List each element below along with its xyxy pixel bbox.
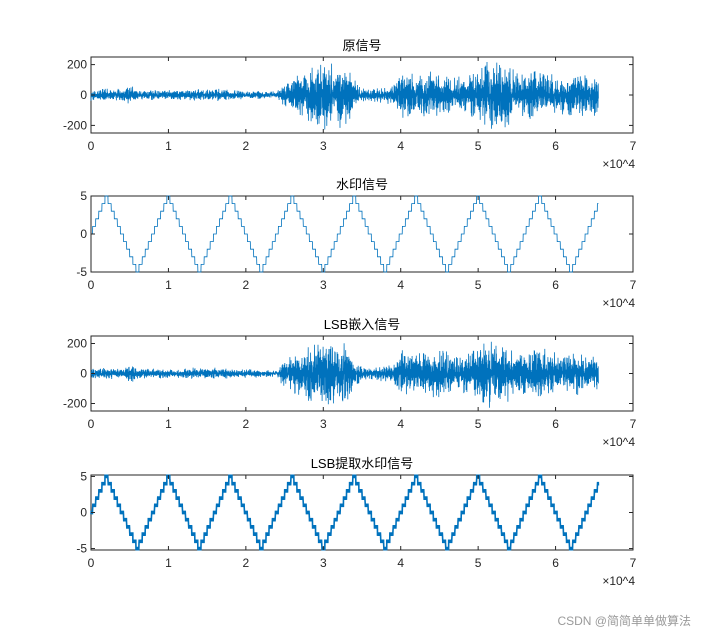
subplot-title: LSB提取水印信号 — [311, 456, 414, 471]
x-tick-label: 6 — [552, 278, 559, 292]
x-tick-label: 4 — [397, 278, 404, 292]
y-tick-label: 0 — [80, 227, 87, 241]
x-tick-label: 7 — [630, 139, 637, 153]
x-tick-label: 7 — [630, 417, 637, 431]
y-tick-label: 200 — [67, 58, 87, 72]
x-tick-label: 3 — [320, 417, 327, 431]
x-multiplier-label: ×10^4 — [602, 435, 635, 449]
y-tick-label: 5 — [80, 469, 87, 483]
x-tick-label: 4 — [397, 417, 404, 431]
axes-box — [90, 474, 634, 551]
y-tick-label: -200 — [63, 397, 87, 411]
y-tick-label: 0 — [80, 88, 87, 102]
x-tick-label: 2 — [243, 556, 250, 570]
x-tick-label: 6 — [552, 139, 559, 153]
x-tick-label: 4 — [397, 139, 404, 153]
series-line — [90, 341, 599, 408]
x-multiplier-label: ×10^4 — [602, 157, 635, 171]
y-tick-label: -5 — [76, 542, 87, 556]
y-tick-label: 200 — [67, 337, 87, 351]
x-tick-label: 7 — [630, 278, 637, 292]
x-tick-label: 5 — [475, 278, 482, 292]
x-tick-label: 7 — [630, 556, 637, 570]
x-tick-label: 0 — [88, 556, 95, 570]
x-tick-label: 1 — [165, 417, 172, 431]
series-line — [91, 195, 599, 273]
x-tick-label: 5 — [475, 556, 482, 570]
y-tick-label: -200 — [63, 118, 87, 132]
x-tick-label: 3 — [320, 556, 327, 570]
x-tick-label: 2 — [243, 417, 250, 431]
x-tick-label: 6 — [552, 417, 559, 431]
y-tick-label: -5 — [76, 265, 87, 279]
x-tick-label: 1 — [165, 556, 172, 570]
series-line — [90, 474, 600, 551]
credit-text: CSDN @简简单单做算法 — [557, 614, 691, 628]
axes-box — [90, 195, 634, 273]
x-multiplier-label: ×10^4 — [602, 574, 635, 588]
y-tick-label: 0 — [80, 367, 87, 381]
x-tick-label: 2 — [243, 278, 250, 292]
subplot-title: LSB嵌入信号 — [324, 317, 401, 332]
x-tick-label: 3 — [320, 278, 327, 292]
x-multiplier-label: ×10^4 — [602, 296, 635, 310]
x-tick-label: 3 — [320, 139, 327, 153]
x-tick-label: 0 — [88, 417, 95, 431]
x-tick-label: 1 — [165, 278, 172, 292]
subplot-title: 水印信号 — [336, 177, 388, 192]
subplot-title: 原信号 — [342, 38, 381, 53]
x-tick-label: 1 — [165, 139, 172, 153]
y-tick-label: 0 — [80, 506, 87, 520]
x-tick-label: 5 — [475, 417, 482, 431]
x-tick-label: 6 — [552, 556, 559, 570]
x-tick-label: 4 — [397, 556, 404, 570]
y-tick-label: 5 — [80, 189, 87, 203]
series-line — [90, 61, 599, 130]
x-tick-label: 0 — [88, 278, 95, 292]
x-tick-label: 5 — [475, 139, 482, 153]
x-tick-label: 0 — [88, 139, 95, 153]
x-tick-label: 2 — [243, 139, 250, 153]
